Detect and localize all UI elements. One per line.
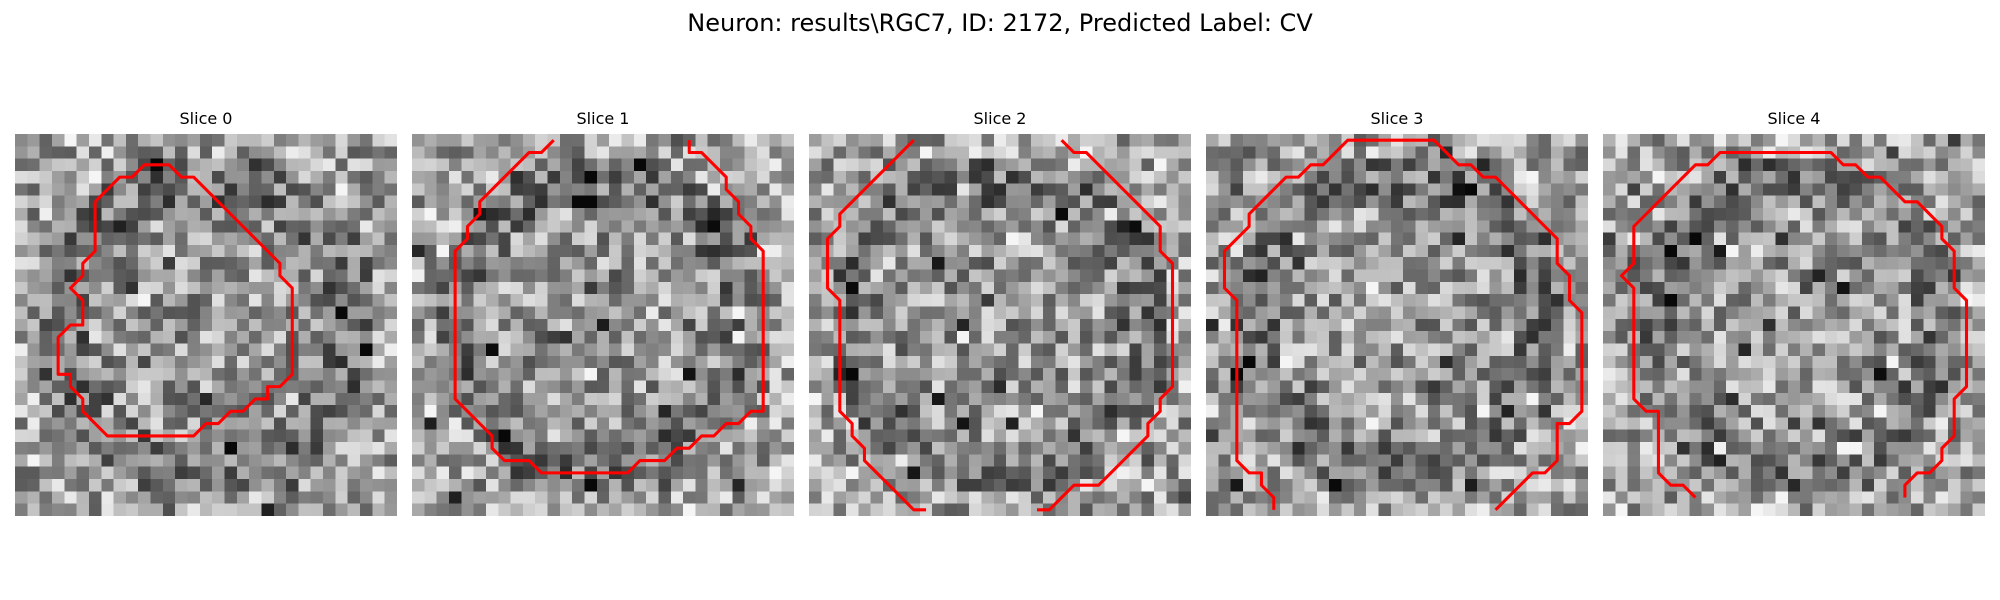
slice-2-pixel-grid (809, 134, 1191, 516)
slice-0-title: Slice 0 (179, 109, 233, 128)
slice-3-contour-line-1 (1222, 151, 1337, 510)
slice-3-pixel-grid (1206, 134, 1588, 516)
slice-1-pixel-grid (412, 134, 794, 516)
slice-3-image (1206, 134, 1588, 516)
slice-4-pixel-grid (1603, 134, 1985, 516)
slice-4-title: Slice 4 (1767, 109, 1821, 128)
slice-1-panel: Slice 1 (412, 108, 794, 516)
slice-4-contour (1619, 150, 1969, 499)
slice-2-panel: Slice 2 (809, 108, 1191, 516)
slice-2-title: Slice 2 (973, 109, 1027, 128)
slice-0-contour (56, 163, 294, 438)
slice-0-contour-line-0 (56, 163, 294, 438)
slice-4-panel: Slice 4 (1603, 108, 1985, 516)
slice-3-contour-line-0 (1334, 138, 1584, 511)
slice-0-pixel-grid (15, 134, 397, 516)
slice-1-title: Slice 1 (576, 109, 630, 128)
figure-title: Neuron: results\RGC7, ID: 2172, Predicte… (687, 9, 1313, 37)
slice-4-contour-line-0 (1645, 150, 1969, 498)
slice-3-contour (1222, 138, 1584, 511)
slice-1-contour (453, 139, 765, 475)
slice-2-contour-line-0 (825, 139, 927, 512)
slice-2-image (809, 134, 1191, 516)
slice-2-contour (825, 139, 1175, 512)
slice-4-image (1603, 134, 1985, 516)
slice-3-panel: Slice 3 (1206, 108, 1588, 516)
slice-1-image (412, 134, 794, 516)
slice-0-panel: Slice 0 (15, 108, 397, 516)
slice-3-title: Slice 3 (1370, 109, 1424, 128)
slice-0-image (15, 134, 397, 516)
slice-1-contour-line-0 (453, 139, 765, 475)
slice-2-contour-line-1 (1036, 139, 1175, 512)
slice-4-contour-line-1 (1619, 213, 1697, 499)
